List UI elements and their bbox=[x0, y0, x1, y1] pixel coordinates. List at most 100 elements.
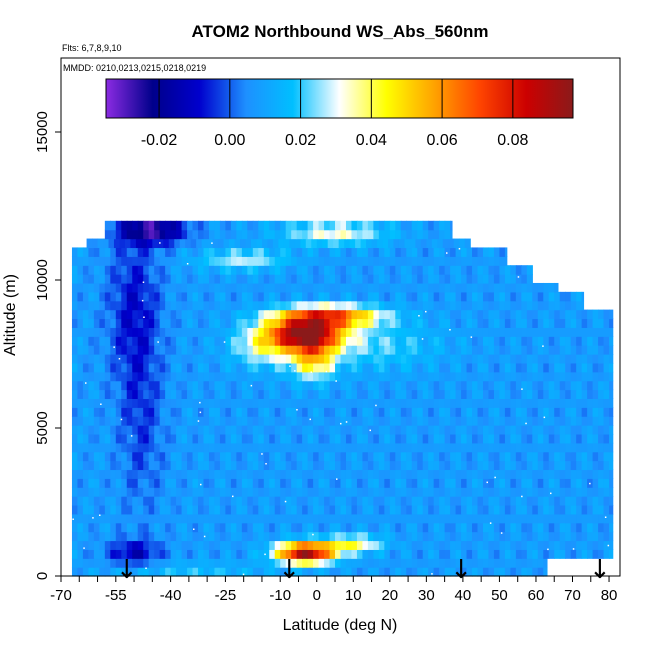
heatmap-cell bbox=[159, 558, 166, 568]
heatmap-cell bbox=[373, 247, 380, 257]
heatmap-cell bbox=[488, 558, 495, 568]
heatmap-cell bbox=[132, 522, 139, 533]
heatmap-cell bbox=[455, 531, 462, 542]
heatmap-cell bbox=[93, 549, 100, 559]
heatmap-cell bbox=[450, 318, 457, 328]
heatmap-cell bbox=[104, 558, 111, 568]
heatmap-cell bbox=[307, 229, 314, 240]
heatmap-cell bbox=[493, 371, 501, 382]
heatmap-cell bbox=[499, 371, 506, 382]
heatmap-cell bbox=[187, 549, 194, 559]
heatmap-cell bbox=[181, 425, 188, 435]
heatmap-cell bbox=[126, 460, 133, 471]
heatmap-cell bbox=[258, 336, 265, 346]
heatmap-cell bbox=[247, 460, 254, 471]
heatmap-cell bbox=[581, 433, 588, 444]
heatmap-cell bbox=[296, 522, 303, 533]
heatmap-cell bbox=[187, 265, 194, 275]
heatmap-cell bbox=[504, 460, 511, 471]
heatmap-cell bbox=[159, 336, 166, 346]
heatmap-cell bbox=[395, 531, 402, 542]
heatmap-cell bbox=[77, 522, 84, 533]
heatmap-cell bbox=[225, 567, 232, 577]
heatmap-cell bbox=[132, 291, 139, 302]
heatmap-cell bbox=[515, 416, 522, 426]
heatmap-cell bbox=[296, 300, 303, 311]
heatmap-cell bbox=[110, 460, 117, 471]
heatmap-cell bbox=[241, 442, 248, 453]
heatmap-cell bbox=[335, 433, 342, 444]
heatmap-cell bbox=[241, 220, 248, 231]
heatmap-cell bbox=[296, 265, 303, 275]
heatmap-cell bbox=[71, 433, 79, 444]
heatmap-cell bbox=[428, 345, 435, 355]
heatmap-cell bbox=[417, 309, 424, 320]
heatmap-cell bbox=[110, 327, 117, 337]
heatmap-cell bbox=[417, 513, 424, 524]
heatmap-cell bbox=[263, 282, 270, 293]
heatmap-cell bbox=[214, 247, 221, 257]
heatmap-cell bbox=[143, 549, 150, 559]
heatmap-cell bbox=[280, 425, 287, 435]
heatmap-cell bbox=[373, 291, 380, 302]
heatmap-cell bbox=[181, 407, 188, 417]
heatmap-cell bbox=[225, 274, 232, 284]
heatmap-cell bbox=[230, 531, 237, 542]
heatmap-cell bbox=[236, 389, 243, 399]
profile-markers: ↓ ↓ ↓ ↓ bbox=[116, 555, 611, 585]
heatmap-cell bbox=[472, 318, 479, 328]
heatmap-cell bbox=[230, 549, 237, 559]
heatmap-cell bbox=[296, 504, 303, 515]
heatmap-cell bbox=[230, 318, 237, 328]
heatmap-cell bbox=[461, 540, 468, 550]
heatmap-cell bbox=[537, 540, 544, 550]
heatmap-cell bbox=[296, 469, 303, 479]
heatmap-cell bbox=[482, 345, 490, 355]
heatmap-cell bbox=[192, 513, 199, 524]
heatmap-cell bbox=[137, 336, 144, 346]
heatmap-cell bbox=[198, 380, 205, 391]
heatmap-cell bbox=[192, 265, 199, 275]
heatmap-cell bbox=[455, 433, 462, 444]
heatmap-cell bbox=[214, 407, 221, 417]
heatmap-cell bbox=[406, 416, 413, 426]
heatmap-cell bbox=[504, 247, 508, 257]
heatmap-cell bbox=[554, 416, 561, 426]
heatmap-cell bbox=[170, 389, 177, 399]
heatmap-cell bbox=[461, 522, 468, 533]
heatmap-cell bbox=[258, 345, 265, 355]
heatmap-cell bbox=[433, 220, 440, 231]
heatmap-cell bbox=[208, 265, 216, 275]
heatmap-cell bbox=[559, 460, 566, 471]
heatmap-cell bbox=[455, 318, 462, 328]
heatmap-cell bbox=[198, 513, 205, 524]
heatmap-cell bbox=[230, 558, 237, 568]
heatmap-cell bbox=[406, 327, 413, 337]
heatmap-cell bbox=[165, 398, 172, 408]
heatmap-cell bbox=[450, 229, 453, 240]
noise-speck bbox=[340, 422, 342, 425]
heatmap-cell bbox=[362, 460, 369, 471]
noise-speck bbox=[547, 548, 549, 551]
heatmap-cell bbox=[192, 549, 199, 559]
heatmap-cell bbox=[247, 256, 254, 266]
heatmap-cell bbox=[543, 362, 550, 373]
heatmap-cell bbox=[373, 274, 380, 284]
heatmap-cell bbox=[198, 522, 205, 533]
heatmap-cell bbox=[565, 425, 572, 435]
colorbar-tick-label: 0.02 bbox=[285, 132, 316, 149]
heatmap-cell bbox=[406, 247, 413, 257]
heatmap-cell bbox=[411, 274, 418, 284]
heatmap-cell bbox=[603, 345, 610, 355]
heatmap-cell bbox=[82, 567, 89, 577]
heatmap-cell bbox=[132, 274, 139, 284]
heatmap-cell bbox=[99, 442, 106, 453]
heatmap-cell bbox=[307, 513, 314, 524]
heatmap-cell bbox=[466, 274, 473, 284]
heatmap-cell bbox=[351, 416, 358, 426]
heatmap-cell bbox=[400, 220, 407, 231]
heatmap-cell bbox=[554, 309, 561, 320]
heatmap-cell bbox=[137, 282, 144, 293]
heatmap-cell bbox=[477, 451, 484, 462]
heatmap-cell bbox=[263, 345, 270, 355]
